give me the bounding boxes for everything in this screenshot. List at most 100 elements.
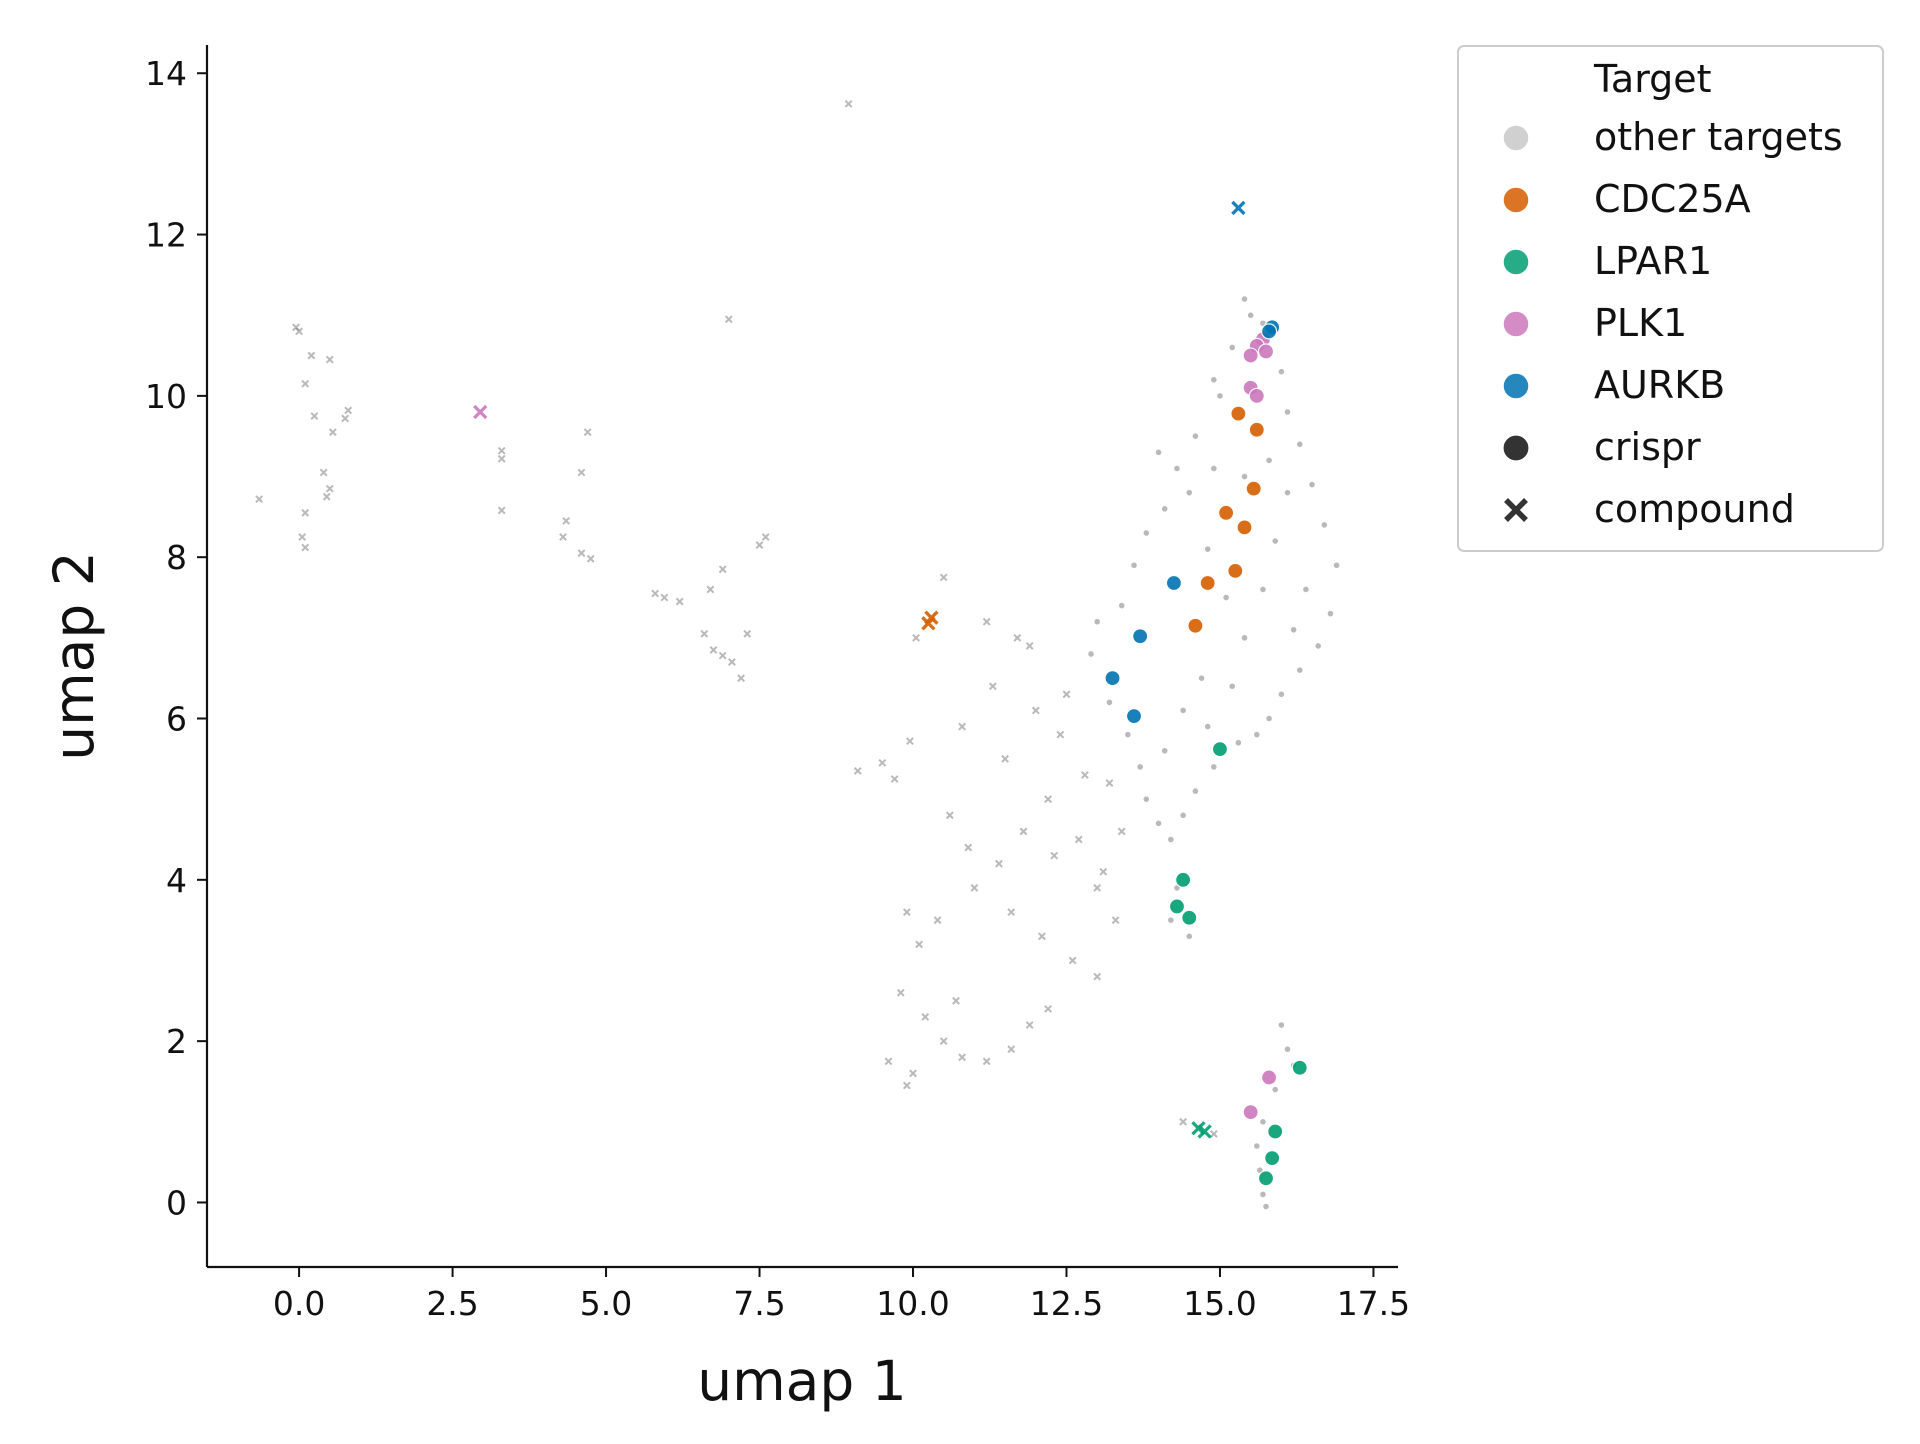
other-target-crispr-point — [1262, 1202, 1271, 1211]
other-target-crispr-point — [1160, 746, 1169, 755]
other-target-compound-point — [341, 414, 350, 423]
aurkb-compound-point — [1231, 200, 1246, 216]
other-target-compound-point — [577, 468, 586, 477]
legend-label: LPAR1 — [1594, 239, 1712, 283]
other-target-compound-point — [660, 593, 669, 602]
other-target-crispr-point — [1289, 625, 1298, 634]
other-target-compound-point — [988, 682, 997, 691]
other-target-compound-point — [319, 468, 328, 477]
y-axis-title: umap 2 — [42, 551, 106, 761]
legend-marker — [1502, 372, 1530, 400]
legend: Target other targets CDC25A LPAR1 PLK1 AURKB… — [1457, 45, 1884, 552]
other-target-compound-point — [1093, 883, 1102, 892]
other-target-compound-point — [651, 589, 660, 598]
other-target-compound-point — [906, 737, 914, 746]
other-target-crispr-point — [1191, 432, 1200, 441]
other-target-compound-point — [709, 646, 718, 654]
other-target-compound-point — [706, 585, 715, 594]
other-target-compound-point — [322, 492, 331, 501]
other-target-crispr-point — [1228, 343, 1237, 352]
y-tick-label: 6 — [166, 700, 187, 739]
other-target-compound-point — [700, 629, 709, 638]
cdc25a-crispr-point — [1187, 617, 1204, 634]
cdc25a-crispr-point — [1227, 562, 1244, 580]
other-target-compound-point — [497, 506, 506, 515]
other-target-crispr-point — [1136, 762, 1145, 771]
other-target-compound-point — [1093, 972, 1102, 981]
other-target-compound-point — [995, 859, 1003, 868]
other-target-crispr-point — [1252, 730, 1261, 739]
other-target-compound-point — [1013, 633, 1022, 642]
other-target-compound-point — [761, 533, 770, 541]
legend-items: other targets CDC25A LPAR1 PLK1 AURKB crispr c… — [1502, 115, 1843, 531]
other-target-crispr-point — [1154, 819, 1163, 828]
other-target-compound-point — [577, 549, 586, 558]
other-target-compound-point — [939, 1037, 948, 1046]
other-target-crispr-point — [1166, 835, 1175, 844]
lpar1-crispr-point — [1267, 1123, 1284, 1140]
plk1-crispr-point — [1242, 1104, 1259, 1121]
other-target-compound-point — [727, 658, 736, 666]
lpar1-crispr-point — [1264, 1150, 1281, 1167]
legend-frame — [1457, 45, 1884, 552]
cdc25a-crispr-point — [1218, 504, 1235, 521]
other-target-compound-point — [1117, 827, 1126, 836]
other-target-compound-point — [1044, 795, 1052, 804]
other-target-compound-point — [743, 629, 752, 638]
other-target-compound-point — [844, 99, 853, 108]
other-target-crispr-point — [1154, 448, 1163, 457]
other-target-compound-point — [878, 758, 887, 767]
other-target-compound-point — [1038, 932, 1046, 941]
other-target-crispr-point — [1314, 641, 1323, 650]
other-target-crispr-point — [1160, 504, 1169, 513]
cdc25a-crispr-point — [1248, 421, 1265, 438]
other-target-compound-point — [982, 1057, 991, 1066]
other-target-compound-point — [1099, 867, 1108, 876]
other-target-compound-point — [344, 406, 353, 415]
y-tick-label: 12 — [145, 216, 187, 255]
x-tick-label: 12.5 — [1030, 1284, 1103, 1323]
axes: umap 1 umap 2 — [42, 45, 1398, 1413]
other-target-crispr-point — [1258, 1190, 1267, 1199]
other-target-compound-point — [1025, 1021, 1034, 1029]
y-tick-label: 2 — [166, 1022, 187, 1061]
other-target-crispr-point — [1093, 617, 1102, 626]
legend-label: crispr — [1594, 425, 1701, 469]
other-target-crispr-point — [1283, 488, 1292, 497]
other-target-compound-point — [1019, 827, 1028, 836]
lpar1-crispr-point — [1257, 1170, 1275, 1187]
other-target-crispr-point — [1326, 609, 1335, 618]
other-target-crispr-point — [1258, 1117, 1267, 1126]
other-target-compound-point — [1111, 916, 1120, 925]
other-target-compound-point — [902, 1081, 911, 1090]
other-target-crispr-point — [1166, 916, 1175, 925]
other-target-compound-point — [583, 428, 592, 437]
other-target-crispr-point — [1117, 601, 1126, 610]
other-target-compound-point — [755, 541, 764, 549]
aurkb-crispr-point — [1104, 670, 1121, 687]
other-target-crispr-point — [1172, 464, 1181, 473]
other-target-compound-point — [325, 355, 334, 364]
other-target-crispr-point — [1265, 456, 1274, 465]
other-target-crispr-point — [1301, 585, 1310, 594]
other-target-crispr-point — [1209, 464, 1218, 473]
x-tick-label: 5.0 — [580, 1284, 632, 1323]
other-target-crispr-point — [1191, 787, 1200, 796]
highlighted-targets-layer — [473, 200, 1308, 1187]
other-target-compound-point — [497, 454, 506, 463]
other-target-crispr-point — [1295, 666, 1304, 675]
legend-title: Target — [1593, 57, 1712, 101]
aurkb-crispr-point — [1132, 628, 1149, 645]
other-target-compound-point — [1056, 730, 1065, 739]
other-target-crispr-point — [1265, 714, 1274, 723]
cdc25a-crispr-point — [1245, 480, 1262, 497]
other-target-compound-point — [1050, 851, 1059, 860]
other-target-crispr-point — [1130, 561, 1139, 570]
other-target-crispr-point — [1123, 730, 1132, 739]
legend-marker — [1502, 124, 1530, 152]
other-target-compound-point — [915, 940, 924, 949]
aurkb-crispr-point — [1125, 707, 1143, 725]
other-target-compound-point — [307, 351, 316, 360]
plk1-crispr-point — [1260, 1069, 1278, 1086]
